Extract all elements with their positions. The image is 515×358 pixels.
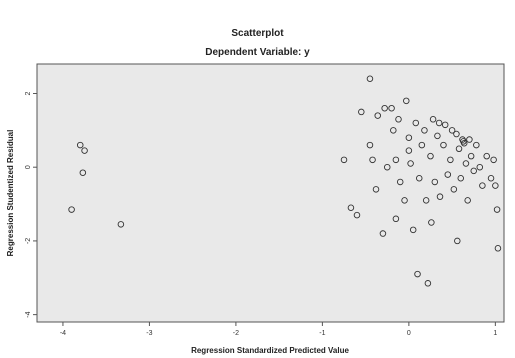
scatter-point xyxy=(434,132,441,140)
scatter-point xyxy=(79,169,87,176)
y-tick-label: -4 xyxy=(25,311,32,317)
scatter-point xyxy=(421,127,428,134)
scatter-point xyxy=(407,160,414,167)
scatter-point xyxy=(435,119,443,127)
x-axis-label: Regression Standardized Predicted Value xyxy=(191,346,349,355)
scatter-point xyxy=(447,156,454,164)
x-tick-label: -1 xyxy=(319,330,325,337)
scatter-point xyxy=(467,152,475,160)
scatter-point xyxy=(347,204,355,211)
scatter-point xyxy=(358,108,365,116)
scatter-point xyxy=(436,193,444,200)
data-points xyxy=(68,75,502,287)
scatter-point xyxy=(366,141,374,149)
x-tick-label: 1 xyxy=(493,330,497,337)
scatter-point xyxy=(466,136,473,143)
scatter-point xyxy=(395,116,402,123)
chart-subtitle: Dependent Variable: y xyxy=(205,47,310,58)
scatter-point xyxy=(392,215,400,223)
scatter-point xyxy=(405,134,413,141)
scatter-point xyxy=(453,130,460,138)
scatter-point xyxy=(483,152,490,160)
scatter-point xyxy=(492,182,499,189)
scatter-point xyxy=(405,147,413,154)
scatter-point xyxy=(440,141,447,149)
scatter-point xyxy=(396,178,404,186)
scatter-point xyxy=(353,211,361,219)
y-tick-label: 2 xyxy=(25,91,32,95)
scatter-point xyxy=(470,167,477,175)
x-tick-label: -4 xyxy=(60,330,66,337)
y-axis: -4 -2 0 2 xyxy=(25,91,37,318)
scatter-point xyxy=(381,104,388,112)
scatter-point xyxy=(384,163,391,171)
scatter-point xyxy=(455,145,463,153)
scatter-point xyxy=(424,280,432,287)
scatter-point xyxy=(444,171,452,178)
scatter-point xyxy=(369,156,376,164)
scatter-point xyxy=(441,121,449,129)
scatter-point xyxy=(409,226,417,234)
scatter-point xyxy=(403,97,410,105)
scatter-point xyxy=(490,156,497,164)
scatter-point xyxy=(117,221,125,228)
scatter-point xyxy=(428,219,435,226)
scatter-point xyxy=(372,186,380,193)
chart-title: Scatterplot xyxy=(231,28,284,39)
scatter-point xyxy=(494,245,502,252)
scatter-point xyxy=(68,206,75,213)
scatter-point xyxy=(76,141,84,149)
scatter-point xyxy=(415,175,423,182)
scatter-point xyxy=(390,127,397,134)
scatter-point xyxy=(340,156,348,164)
x-tick-label: 0 xyxy=(407,330,411,337)
scatter-point xyxy=(366,75,374,82)
y-tick-label: 0 xyxy=(25,165,32,169)
scatter-point xyxy=(427,152,434,160)
y-tick-label: -2 xyxy=(25,238,32,244)
scatter-point xyxy=(479,182,486,189)
x-tick-label: -2 xyxy=(233,330,239,337)
scatter-point xyxy=(473,141,480,149)
scatter-point xyxy=(418,141,426,149)
scatter-point xyxy=(460,139,468,147)
scatter-point xyxy=(487,175,495,182)
scatter-point xyxy=(462,160,470,167)
scatter-point xyxy=(454,237,461,245)
x-axis: -4 -3 -2 -1 0 1 xyxy=(60,322,497,337)
scatter-point xyxy=(81,147,88,154)
scatter-point xyxy=(448,127,456,134)
scatter-point xyxy=(374,112,381,119)
scatter-point xyxy=(450,186,458,193)
plot-area xyxy=(36,63,505,323)
scatter-point xyxy=(388,104,395,112)
scatter-point xyxy=(392,156,400,164)
y-axis-label: Regression Studentized Residual xyxy=(6,130,15,257)
scatter-point xyxy=(379,230,387,237)
scatter-point xyxy=(401,197,408,204)
scatter-point xyxy=(464,197,471,204)
scatter-point xyxy=(422,197,430,204)
scatter-point xyxy=(412,119,420,127)
scatter-point xyxy=(457,175,465,182)
scatter-point xyxy=(431,178,439,186)
scatter-point xyxy=(493,206,501,213)
x-tick-label: -3 xyxy=(146,330,152,337)
scatter-point xyxy=(414,270,421,278)
scatter-point xyxy=(476,163,484,171)
scatter-point xyxy=(429,116,437,123)
